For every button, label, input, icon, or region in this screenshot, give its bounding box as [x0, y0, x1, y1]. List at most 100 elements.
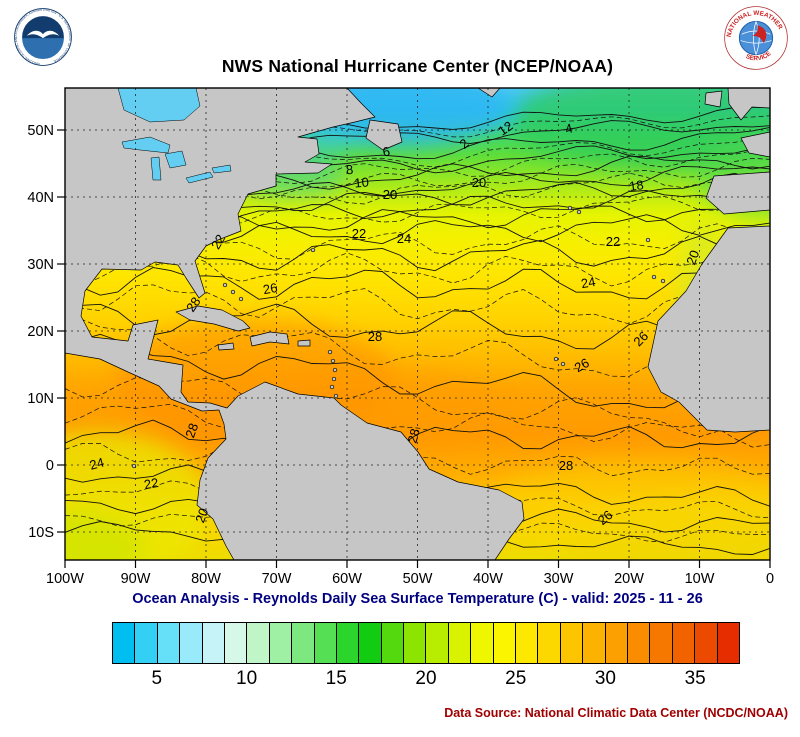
lake-michigan — [150, 156, 162, 181]
data-source-note: Data Source: National Climatic Data Cent… — [444, 706, 788, 720]
island-dot — [660, 278, 666, 284]
colorbar-cell — [605, 623, 628, 663]
land-newfoundland — [365, 119, 403, 151]
isotherm-solid — [65, 303, 770, 362]
island-dot — [560, 361, 566, 367]
isotherm-value-label: 28 — [183, 294, 204, 314]
colorbar-cell — [448, 623, 472, 663]
isotherm-value-label: 18 — [628, 177, 644, 194]
land-puerto-rico — [297, 339, 311, 347]
isotherm-value-label: 22 — [606, 234, 620, 249]
colorbar-cell — [672, 623, 696, 663]
island-dot — [645, 237, 651, 243]
isotherm-value-label: 4 — [563, 120, 574, 136]
colorbar-cell — [695, 623, 718, 663]
hudson-bay — [117, 88, 201, 123]
lon-tick-label: 90W — [121, 571, 151, 587]
isotherm-value-label: 20 — [472, 175, 486, 190]
land-ireland — [704, 90, 723, 108]
island-dot — [327, 349, 333, 355]
land-cuba — [175, 305, 251, 332]
lat-tick-label: 50N — [27, 123, 54, 139]
land-jamaica — [217, 342, 235, 351]
isotherm-dashed — [65, 377, 770, 438]
page-title: NWS National Hurricane Center (NCEP/NOAA… — [221, 56, 614, 76]
colorbar-tick-label: 20 — [415, 668, 437, 689]
nws-hurricane-icon — [752, 25, 767, 44]
island-dot — [331, 376, 337, 382]
lat-lon-grid — [65, 88, 770, 560]
land-britain — [727, 88, 770, 121]
colorbar-cell — [247, 623, 270, 663]
colorbar-cell — [426, 623, 449, 663]
colorbar-cell — [269, 623, 293, 663]
isotherm-value-label: 24 — [397, 231, 411, 246]
lake-huron — [164, 150, 187, 169]
colorbar-cell — [627, 623, 651, 663]
colorbar-tick-label: 10 — [236, 668, 258, 689]
isotherm-value-label: 12 — [495, 118, 515, 139]
colorbar-cell — [538, 623, 561, 663]
inland-water — [117, 88, 232, 184]
isotherm-value-label: 28 — [368, 329, 382, 344]
lon-tick-label: 0 — [766, 571, 774, 587]
isotherm-value-label: 22 — [352, 226, 366, 241]
land-france — [740, 131, 770, 158]
isotherm-solid — [65, 419, 770, 450]
lon-tick-label: 100W — [46, 571, 84, 587]
land-hispaniola — [249, 331, 290, 347]
island-dot — [329, 384, 335, 390]
isotherm-dashed — [65, 403, 770, 448]
land-masses — [65, 88, 770, 560]
isotherm-value-label: 8 — [345, 162, 354, 178]
isotherm-dashed — [65, 115, 770, 146]
island-dot — [567, 205, 573, 211]
colorbar-tick-label: 35 — [684, 668, 706, 689]
lat-tick-label: 40N — [27, 190, 54, 206]
island-dot — [222, 282, 228, 288]
colorbar-cell — [157, 623, 181, 663]
colorbar-tick-label: 5 — [151, 668, 163, 689]
isotherm-value-label: 22 — [208, 232, 228, 252]
colorbar-tick-label: 15 — [325, 668, 347, 689]
colorbar-cell — [224, 623, 248, 663]
isotherm-value-label: 28 — [405, 427, 423, 445]
island-dot — [576, 209, 582, 215]
isotherm-value-label: 24 — [88, 455, 106, 473]
lake-erie — [185, 171, 214, 184]
isotherm-value-label: 28 — [182, 421, 201, 440]
isotherm-value-label: 22 — [143, 475, 160, 492]
colorbar-cell — [583, 623, 606, 663]
nws-logo: NATIONAL WEATHER SERVICE — [724, 6, 788, 70]
island-dot — [330, 358, 336, 364]
lon-tick-label: 40W — [473, 571, 503, 587]
land-africa — [647, 225, 770, 433]
island-dot — [310, 247, 316, 253]
colorbar-cell — [113, 623, 136, 663]
lon-tick-label: 60W — [332, 571, 362, 587]
lon-tick-label: 80W — [191, 571, 221, 587]
map-caption: Ocean Analysis - Reynolds Daily Sea Surf… — [132, 591, 703, 607]
island-dot — [651, 274, 657, 280]
lat-tick-label: 20N — [27, 324, 54, 340]
colorbar-cell — [314, 623, 337, 663]
colorbar-tick-labels: 5 10 15 20 25 30 35 — [112, 668, 740, 692]
isotherm-value-label: 20 — [192, 506, 211, 525]
noaa-logo-sea — [22, 38, 64, 60]
noaa-logo: NATIONAL OCEANIC AND ATMOSPHERIC ADMINIS… — [14, 8, 72, 66]
colorbar-cell — [493, 623, 517, 663]
island-dot — [332, 367, 338, 373]
lat-tick-label: 10N — [27, 391, 54, 407]
colorbar-tick-label: 25 — [505, 668, 527, 689]
colorbar-cell — [717, 623, 739, 663]
colorbar-cell — [471, 623, 494, 663]
noaa-seagull-icon — [26, 30, 60, 39]
colorbar-cell — [560, 623, 584, 663]
isotherm-value-label: 6 — [381, 144, 391, 160]
colorbar-cell — [516, 623, 539, 663]
isotherm-value-label: 20 — [683, 248, 702, 267]
colorbar-cell — [404, 623, 427, 663]
